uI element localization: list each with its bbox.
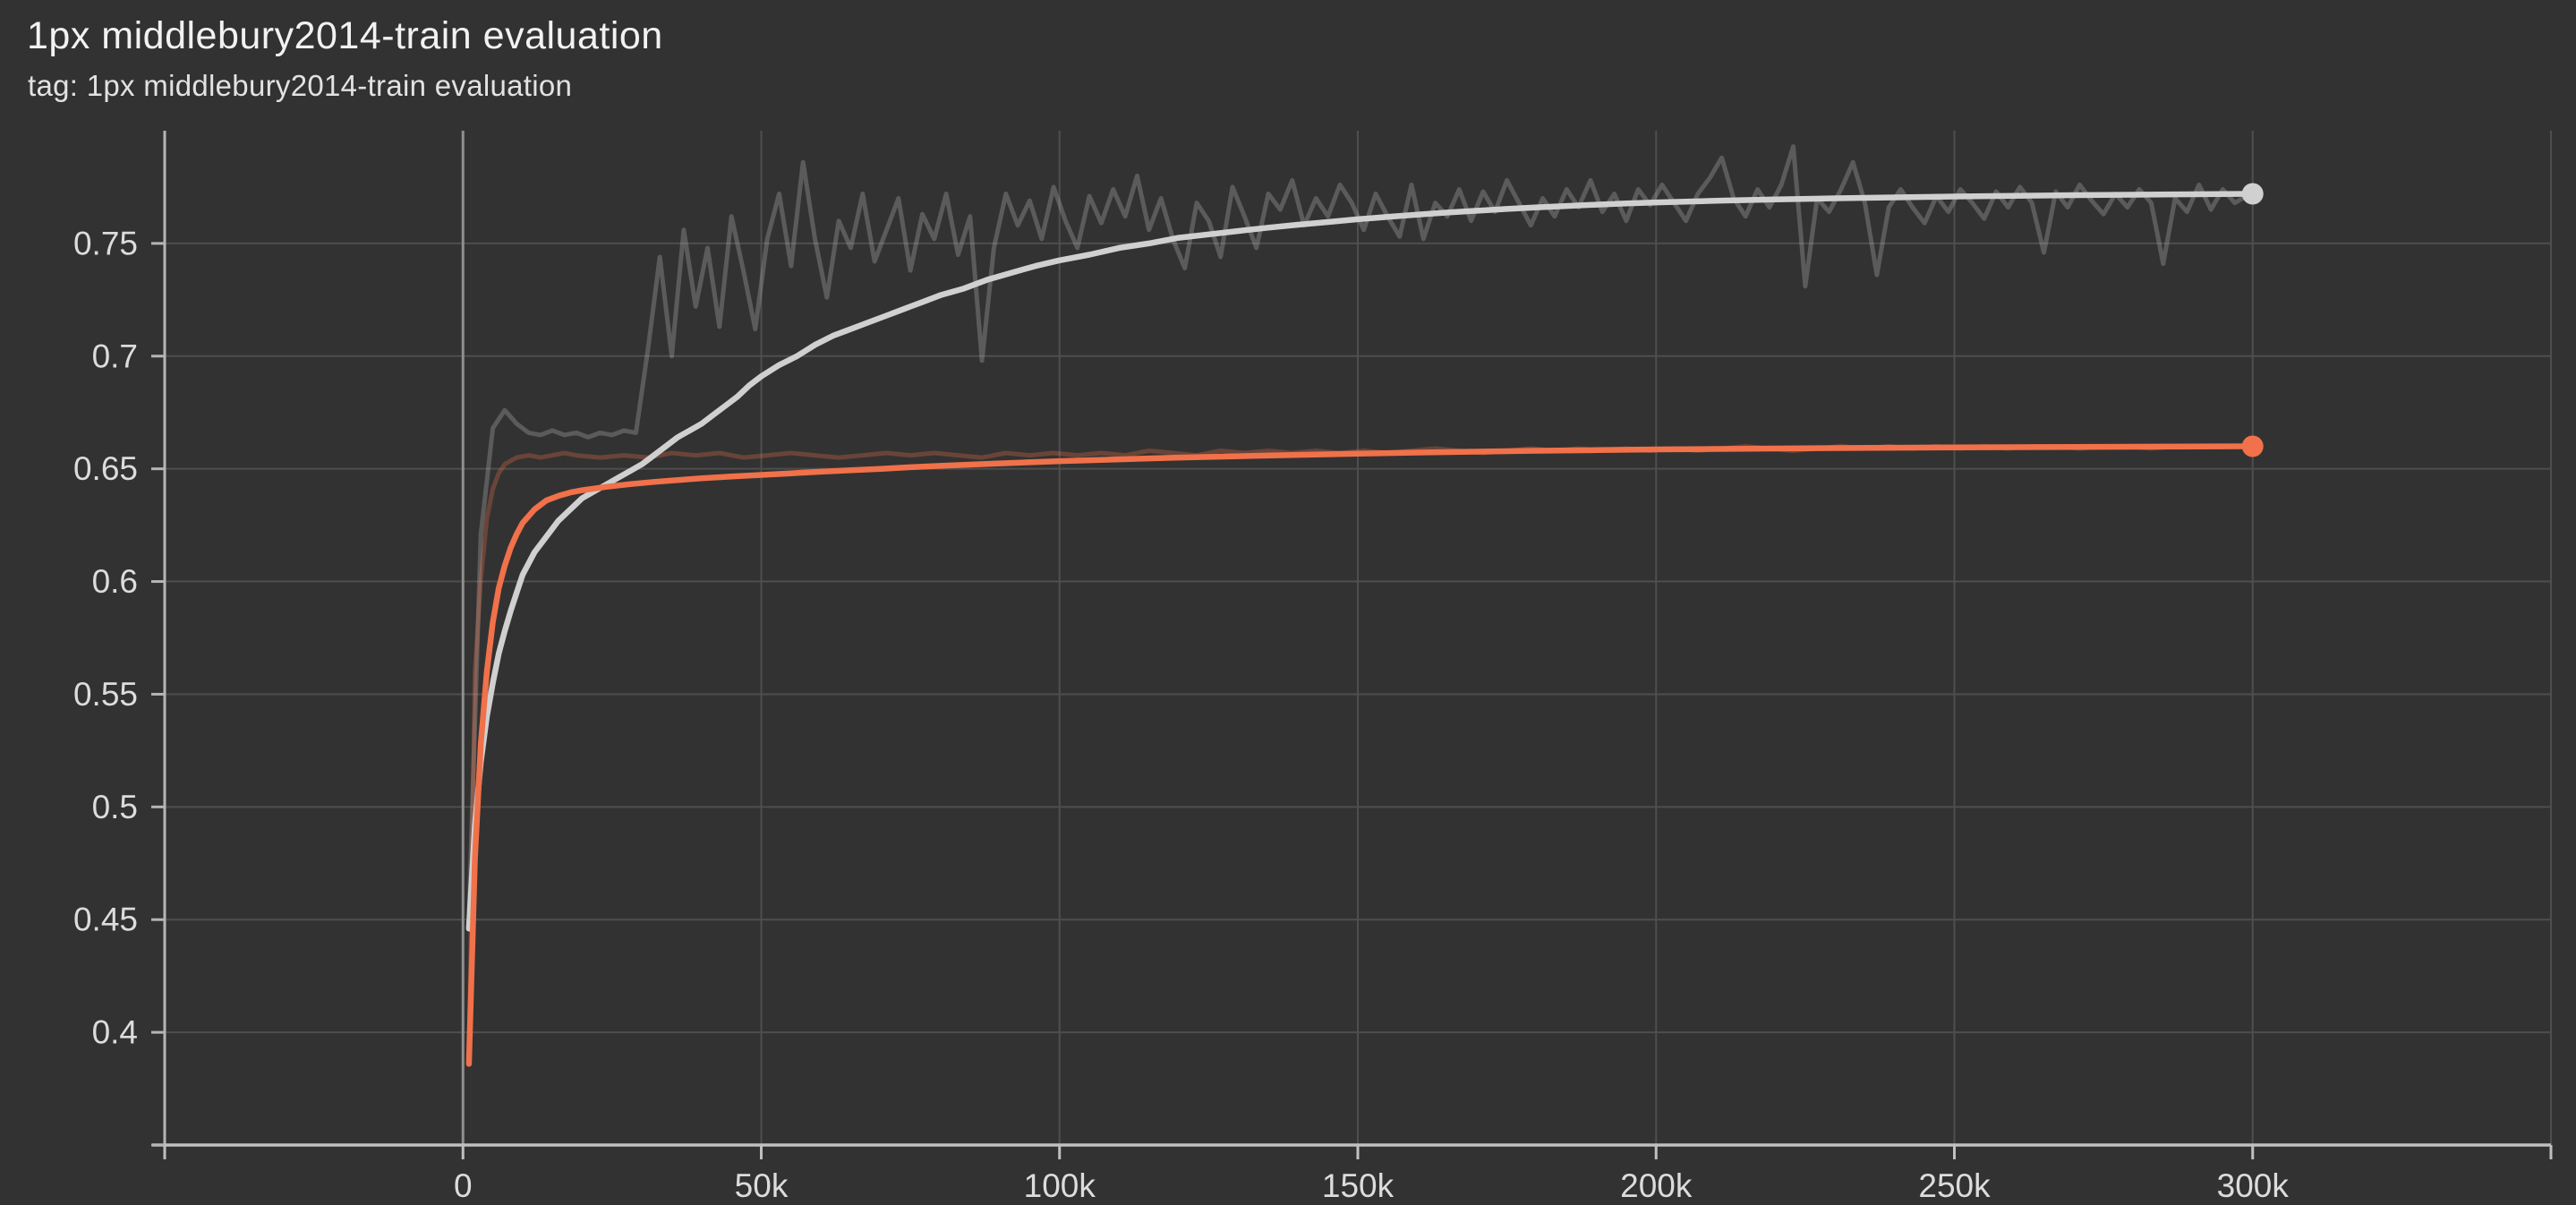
endpoint-dot-smoothed-gray[interactable] [2241, 183, 2264, 205]
x-axis-label-0: 0 [454, 1167, 473, 1204]
series-raw-gray-line [466, 144, 2256, 918]
y-axis-label-0.7: 0.7 [92, 338, 138, 374]
series-smoothed-orange-line [465, 443, 2256, 1067]
y-axis-label-0.55: 0.55 [73, 676, 138, 713]
x-axis-label-100k: 100k [1024, 1167, 1096, 1204]
grid-layer [165, 131, 2552, 1145]
axes-layer [151, 131, 2553, 1159]
x-axis-label-300k: 300k [2217, 1167, 2290, 1204]
x-axis-label-150k: 150k [1322, 1167, 1395, 1204]
y-axis-label-0.5: 0.5 [92, 789, 138, 825]
y-axis-label-0.4: 0.4 [92, 1014, 138, 1051]
series-layer [465, 144, 2256, 1067]
x-axis-label-50k: 50k [735, 1167, 789, 1204]
x-axis-label-250k: 250k [1918, 1167, 1991, 1204]
y-axis-label-0.75: 0.75 [73, 225, 138, 261]
endpoint-dot-smoothed-orange[interactable] [2241, 435, 2264, 457]
y-axis-label-0.65: 0.65 [73, 450, 138, 487]
series-raw-orange-line [466, 444, 2256, 1064]
tick-label-layer: 0.4 0.45 0.5 0.55 0.6 0.65 0.7 0.75 0 50k 100k 150k… [73, 225, 2289, 1204]
x-axis-label-200k: 200k [1620, 1167, 1693, 1204]
series-smoothed-gray-line [465, 191, 2256, 932]
y-axis-label-0.6: 0.6 [92, 563, 138, 600]
chart-tag-subtitle: tag: 1px middlebury2014-train evaluation [28, 69, 573, 102]
endpoint-layer [2241, 183, 2264, 457]
y-axis-label-0.45: 0.45 [73, 902, 138, 938]
chart-title: 1px middlebury2014-train evaluation [27, 14, 663, 57]
